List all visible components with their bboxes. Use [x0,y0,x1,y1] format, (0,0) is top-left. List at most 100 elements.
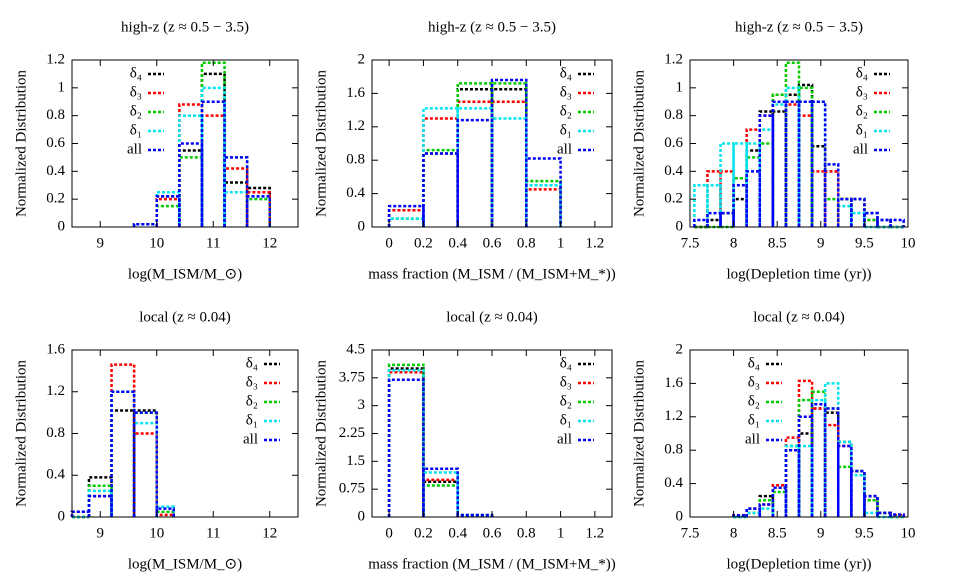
histogram-bin [797,83,814,227]
histogram-bin [836,465,853,517]
x-tick-label: 9 [97,235,105,251]
x-tick-label: 0.2 [414,525,433,541]
y-tick-label: 0.4 [664,163,683,179]
histogram-bin [223,181,249,227]
histogram-bin [490,100,528,227]
histogram-bin [456,118,494,227]
histogram-bin [771,93,788,227]
histogram-bin [745,507,762,517]
histogram-bin [132,411,158,517]
x-tick-label: 1.2 [585,525,604,541]
y-tick-label: 0.2 [46,191,65,207]
histogram-bin [797,100,814,227]
histogram-bin [823,197,840,227]
legend-label: δ₂ [560,393,572,409]
histogram-bin [758,503,775,517]
histogram-bin [823,423,840,517]
histogram-bin [200,72,226,227]
legend-label: δ₃ [560,374,572,390]
y-tick-label: 0.4 [346,185,365,201]
histogram-bin [132,432,158,517]
histogram-bin [850,211,866,227]
chart-title: high-z (z ≈ 0.5 − 3.5) [735,19,863,35]
y-tick-label: 0.6 [46,135,65,151]
legend-label: δ₄ [560,65,572,81]
histogram-bin [836,204,853,227]
histogram-bin [850,474,866,517]
histogram-bin [387,367,425,517]
histogram-bin [810,390,827,517]
y-tick-label: 1 [676,79,684,95]
x-tick-label: 10 [901,525,916,541]
y-tick-label: 0 [358,508,366,524]
histogram-bin [797,444,814,517]
x-tick-label: 9 [97,525,105,541]
histogram-bin [706,211,722,227]
x-tick-label: 0 [385,235,393,251]
histogram-bin [732,184,748,227]
plot-frame [371,59,613,228]
histogram-bin [823,407,840,517]
histogram-bin [490,82,528,227]
legend-label: δ₁ [856,122,868,138]
histogram-bin [745,149,762,227]
y-tick-label: 2 [358,51,366,67]
y-tick-label: 1.2 [46,51,65,67]
y-tick-label: 0 [358,218,366,234]
legend-label: all [557,431,572,447]
histogram-bin [810,403,827,517]
plot-frame [689,59,909,228]
histogram-bin [823,382,840,517]
histogram-bin [693,184,709,227]
histogram-bin [797,415,814,517]
histogram-bin [110,363,136,517]
plot-frame [689,349,909,518]
plot-frame [71,59,299,228]
y-tick-label: 0 [58,218,66,234]
y-tick-label: 1.2 [346,118,365,134]
histogram-bin [200,86,226,227]
histogram-bin [863,494,879,517]
histogram-bin [758,110,775,227]
legend-label: δ₁ [560,412,572,428]
histogram-bin [889,513,905,517]
histogram-bin [387,217,425,227]
histogram-bin [836,197,853,227]
x-tick-label: 0.8 [517,235,536,251]
histogram-bin [110,409,136,517]
histogram-bin [155,507,175,517]
x-tick-label: 0.4 [448,525,467,541]
histogram-bin [863,511,879,517]
chart-title: high-z (z ≈ 0.5 − 3.5) [121,19,249,35]
histogram-bin [719,142,735,227]
x-axis-label: log(M_ISM/M_⊙) [128,556,242,572]
histogram-bin [706,184,722,227]
histogram-bin [132,409,158,517]
histogram-bin [745,511,762,517]
y-tick-label: 0.2 [664,191,683,207]
x-tick-label: 0.6 [483,235,502,251]
histogram-bin [784,444,801,517]
histogram-bin [823,163,840,227]
histogram-bin [178,149,204,227]
histogram-bin [178,114,204,227]
legend-label: δ₁ [748,412,760,428]
chart-title: local (z ≈ 0.04) [139,309,231,325]
histogram-bin [823,170,840,227]
histogram-bin [810,100,827,227]
legend-label: all [745,431,760,447]
histogram-bin [823,163,840,227]
histogram-bin [178,103,204,227]
x-tick-label: 11 [206,235,220,251]
y-tick-label: 0.75 [339,481,365,497]
y-tick-label: 1.6 [664,375,683,391]
x-tick-label: 10 [901,235,916,251]
y-tick-label: 0 [676,508,684,524]
histogram-bin [132,421,158,517]
histogram-bin [155,195,181,227]
histogram-bin [155,195,181,227]
x-tick-label: 12 [262,525,277,541]
x-tick-label: 0.8 [517,525,536,541]
legend-label: δ₂ [246,393,258,409]
